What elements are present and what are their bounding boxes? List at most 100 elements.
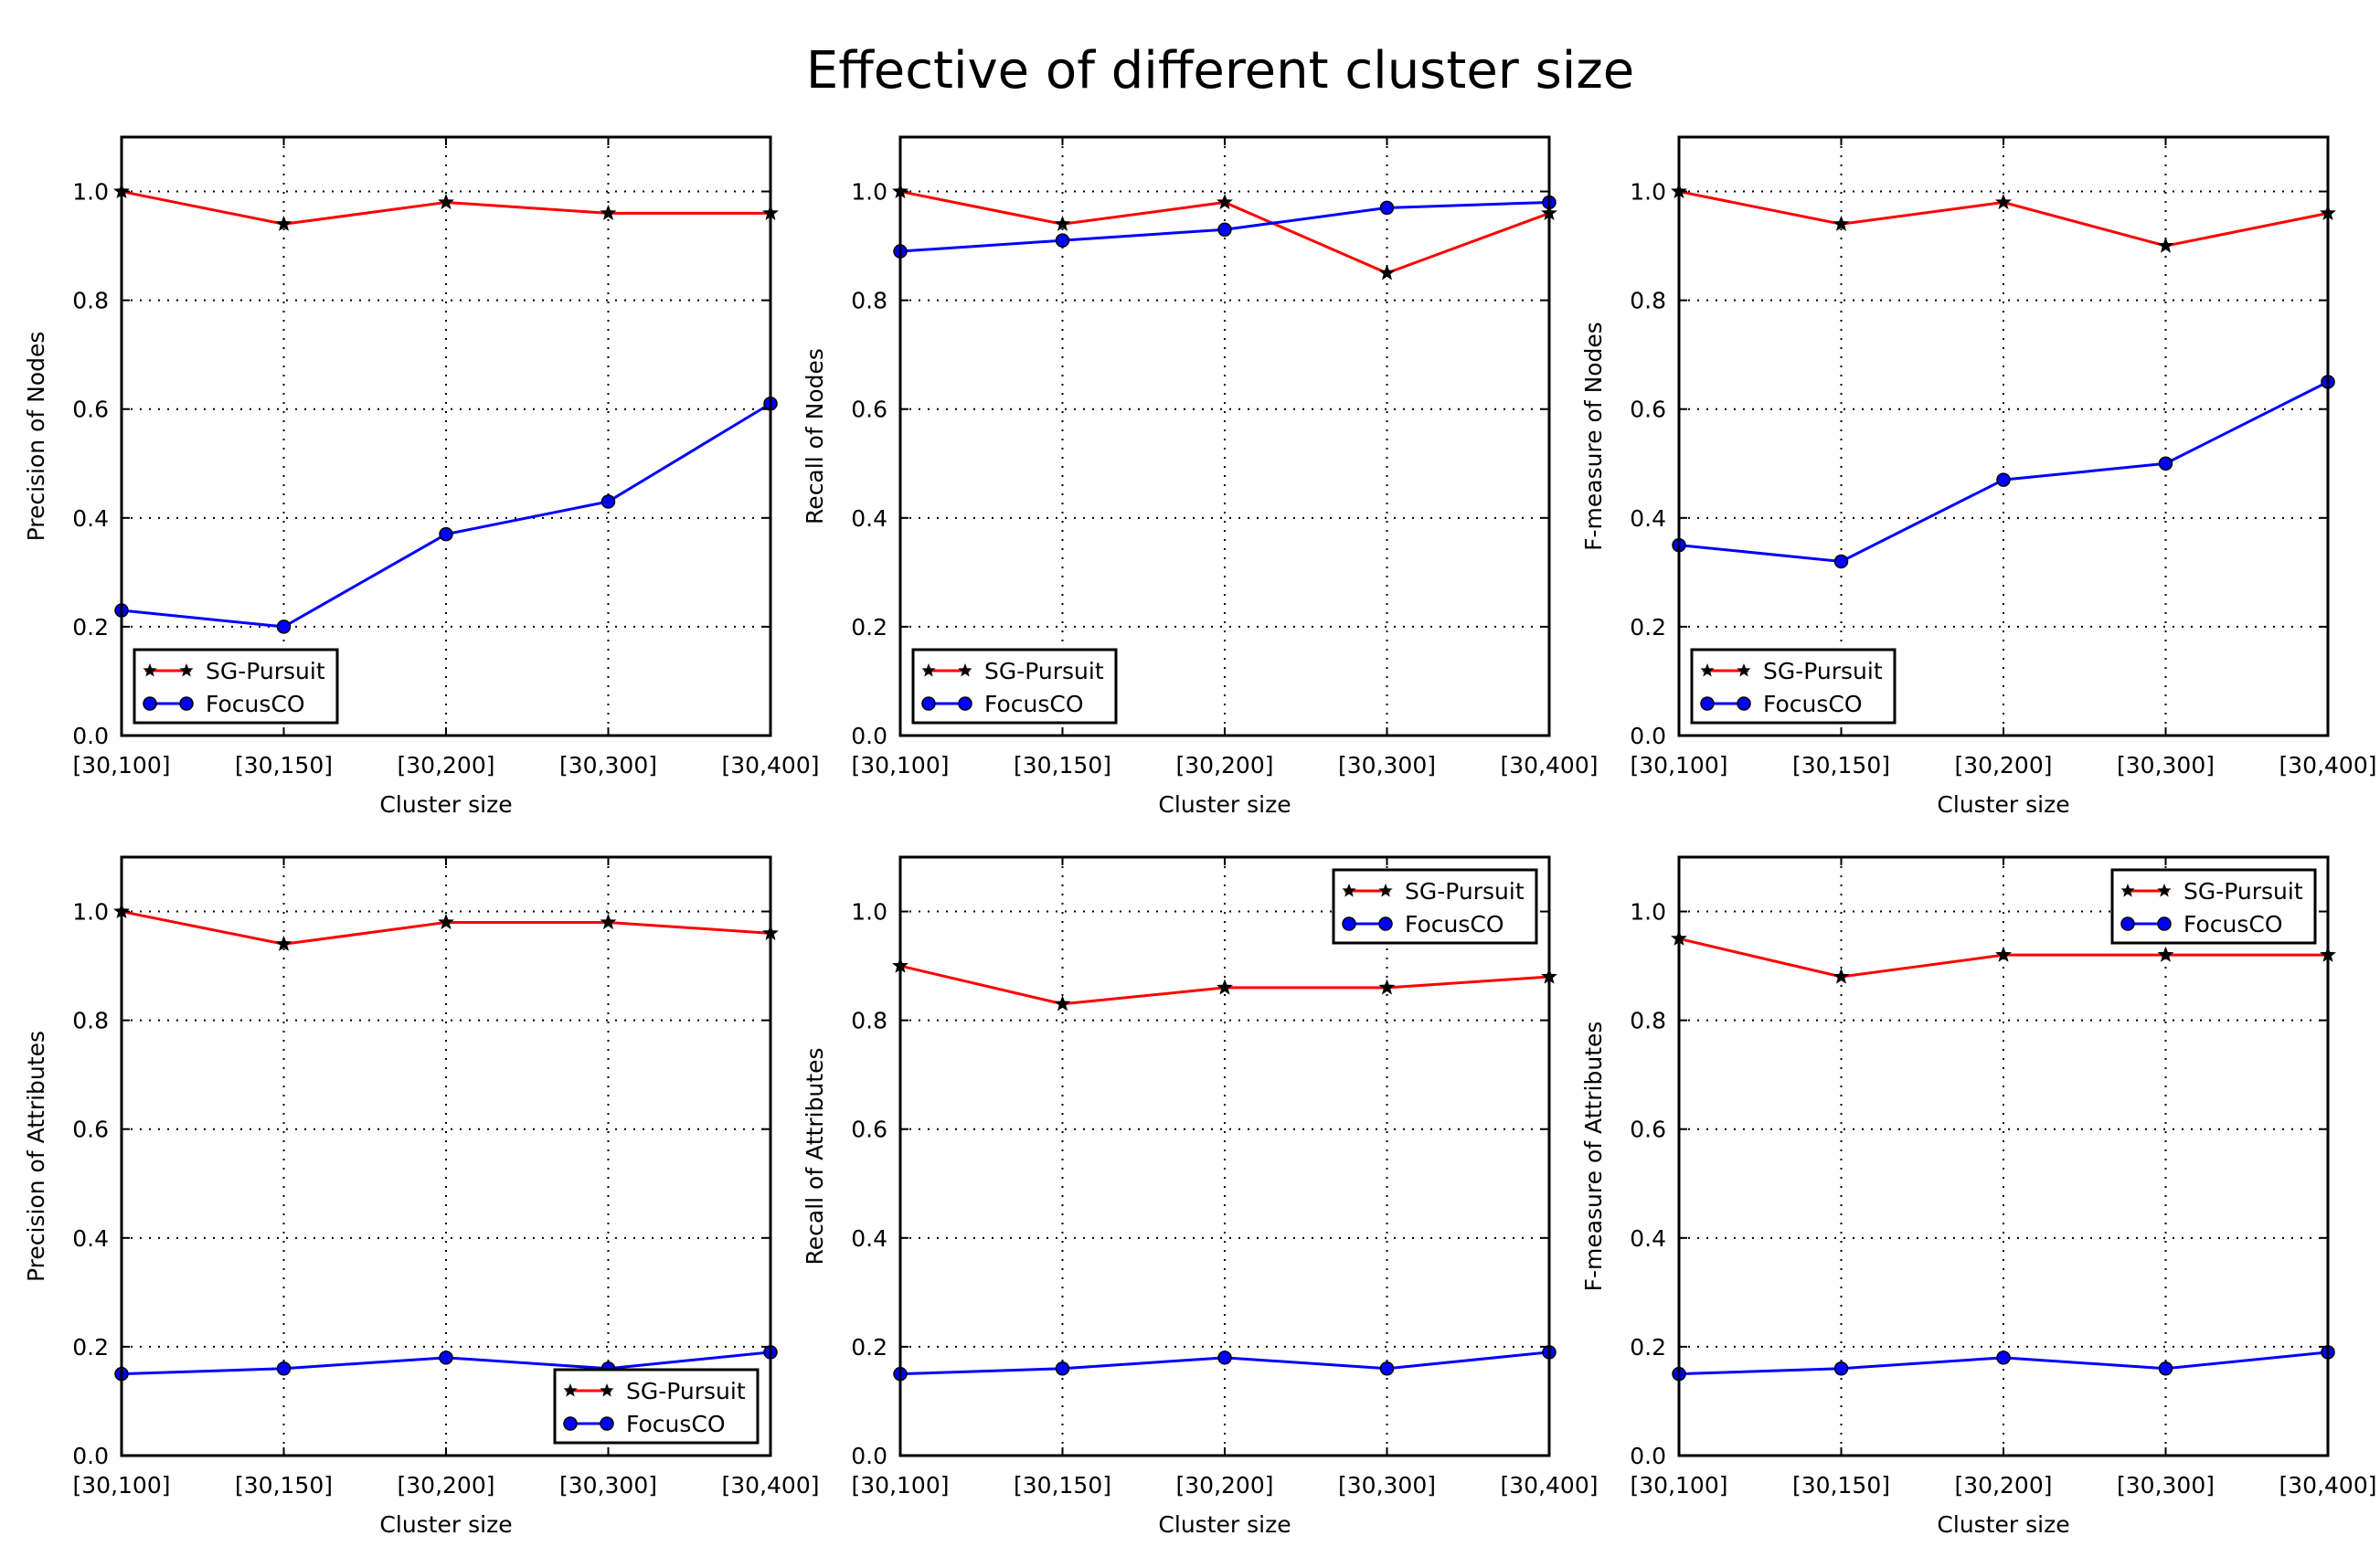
legend: SG-Pursuit FocusCO xyxy=(1690,648,1897,725)
x-tick-label: [30,200] xyxy=(1176,1472,1274,1499)
y-tick-label: 0.8 xyxy=(851,1008,887,1034)
y-tick-label: 0.6 xyxy=(851,397,887,423)
marker-sg-pursuit-4-1 xyxy=(1054,995,1071,1012)
x-tick-label: [30,400] xyxy=(722,752,820,778)
legend-label: SG-Pursuit xyxy=(626,1378,746,1404)
marker-sg-pursuit-1-1 xyxy=(1054,215,1071,231)
x-tick-label: [30,200] xyxy=(1955,752,2053,778)
y-tick-label: 0.2 xyxy=(72,1334,109,1361)
marker-focusco-1-1 xyxy=(1055,233,1070,248)
subplot-2: [30,100] [30,150] [30,200] [30,300] [30,400]… xyxy=(802,135,1599,818)
marker-sg-pursuit-1-3 xyxy=(1378,264,1396,281)
x-tick-label: [30,150] xyxy=(1792,1472,1890,1499)
x-tick-label: [30,300] xyxy=(1338,752,1436,778)
legend: SG-Pursuit FocusCO xyxy=(133,648,339,725)
x-tick-label: [30,400] xyxy=(722,1472,820,1499)
y-tick-label: 0.0 xyxy=(1630,1443,1666,1469)
y-tick-label: 0.6 xyxy=(851,1117,887,1143)
x-tick-label: [30,400] xyxy=(1501,752,1599,778)
x-axis-label: Cluster size xyxy=(1937,1511,2069,1538)
y-tick-label: 1.0 xyxy=(72,179,109,206)
y-tick-label: 0.6 xyxy=(1630,397,1666,423)
marker-sg-pursuit-4-2 xyxy=(1217,979,1233,995)
legend: SG-Pursuit FocusCO xyxy=(2110,868,2317,945)
y-axis-label: Precision of Nodes xyxy=(23,332,49,542)
legend-marker-circle-icon xyxy=(2120,916,2135,931)
marker-sg-pursuit-1-2 xyxy=(1217,194,1233,210)
subplot-6: [30,100] [30,150] [30,200] [30,300] [30,400]… xyxy=(1580,855,2376,1538)
legend: SG-Pursuit FocusCO xyxy=(911,648,1118,725)
x-tick-label: [30,300] xyxy=(1338,1472,1436,1499)
y-axis-label: Precision of Attributes xyxy=(23,1031,49,1282)
x-tick-label: [30,100] xyxy=(73,1472,171,1499)
legend-marker-circle-icon xyxy=(179,696,194,711)
y-tick-label: 0.0 xyxy=(1630,723,1666,749)
subplot-4: [30,100] [30,150] [30,200] [30,300] [30,400]… xyxy=(23,855,820,1538)
x-tick-label: [30,150] xyxy=(235,1472,333,1499)
legend-label: SG-Pursuit xyxy=(1405,878,1525,905)
x-tick-label: [30,200] xyxy=(398,752,495,778)
marker-sg-pursuit-0-1 xyxy=(275,215,292,231)
x-axis-label: Cluster size xyxy=(1158,791,1291,818)
y-tick-label: 0.8 xyxy=(72,1008,109,1034)
legend-marker-star-icon xyxy=(921,663,936,677)
y-tick-label: 0.2 xyxy=(72,614,109,641)
marker-focusco-0-1 xyxy=(276,620,292,634)
x-tick-label: [30,150] xyxy=(1792,752,1890,778)
legend-label: FocusCO xyxy=(626,1411,726,1437)
x-tick-label: [30,150] xyxy=(235,752,333,778)
legend-label: FocusCO xyxy=(206,691,305,717)
marker-sg-pursuit-5-2 xyxy=(1995,946,2012,962)
y-tick-label: 0.0 xyxy=(851,1443,887,1469)
legend: SG-Pursuit FocusCO xyxy=(553,1368,760,1445)
legend-marker-star-icon xyxy=(1737,663,1751,677)
marker-sg-pursuit-5-1 xyxy=(1833,968,1850,984)
marker-sg-pursuit-0-2 xyxy=(438,194,454,210)
legend-label: FocusCO xyxy=(1405,911,1504,937)
legend-marker-circle-icon xyxy=(143,696,157,711)
y-tick-label: 0.4 xyxy=(851,505,887,532)
x-tick-label: [30,300] xyxy=(2117,752,2215,778)
legend-marker-star-icon xyxy=(2120,884,2135,897)
y-tick-label: 0.4 xyxy=(72,1225,109,1252)
legend-marker-star-icon xyxy=(179,663,194,677)
x-tick-label: [30,100] xyxy=(1631,752,1728,778)
y-tick-label: 0.4 xyxy=(1630,1225,1666,1252)
subplot-5: [30,100] [30,150] [30,200] [30,300] [30,400]… xyxy=(802,855,1599,1538)
marker-focusco-1-2 xyxy=(1217,222,1232,237)
y-tick-label: 0.0 xyxy=(72,723,109,749)
marker-focusco-5-1 xyxy=(1833,1361,1849,1376)
legend-marker-star-icon xyxy=(1700,663,1715,677)
marker-sg-pursuit-2-3 xyxy=(2157,237,2174,253)
legend-marker-star-icon xyxy=(600,1383,614,1397)
legend-marker-circle-icon xyxy=(921,696,936,711)
subplot-3: [30,100] [30,150] [30,200] [30,300] [30,400]… xyxy=(1580,135,2377,818)
x-axis-label: Cluster size xyxy=(1158,1511,1291,1538)
x-tick-label: [30,100] xyxy=(1631,1472,1728,1499)
marker-sg-pursuit-2-1 xyxy=(1833,215,1850,231)
marker-focusco-2-3 xyxy=(2158,456,2173,471)
y-tick-label: 0.6 xyxy=(72,397,109,423)
x-tick-label: [30,200] xyxy=(1176,752,1274,778)
legend-label: FocusCO xyxy=(2183,911,2283,937)
y-axis-label: Recall of Nodes xyxy=(802,348,828,524)
legend-box xyxy=(1690,648,1897,725)
x-tick-label: [30,400] xyxy=(2279,752,2377,778)
y-tick-label: 0.4 xyxy=(1630,505,1666,532)
y-axis-label: Recall of Attributes xyxy=(802,1048,828,1266)
x-axis-label: Cluster size xyxy=(379,1511,512,1538)
x-tick-label: [30,300] xyxy=(559,1472,657,1499)
subplot-1: [30,100] [30,150] [30,200] [30,300] [30,400]… xyxy=(23,135,820,818)
y-tick-label: 0.8 xyxy=(1630,288,1666,314)
y-tick-label: 0.8 xyxy=(1630,1008,1666,1034)
legend: SG-Pursuit FocusCO xyxy=(1332,868,1538,945)
x-tick-label: [30,200] xyxy=(398,1472,495,1499)
y-tick-label: 0.2 xyxy=(1630,1334,1666,1361)
y-tick-label: 0.2 xyxy=(851,1334,887,1361)
y-tick-label: 0.8 xyxy=(851,288,887,314)
x-tick-label: [30,400] xyxy=(1501,1472,1599,1499)
legend-label: SG-Pursuit xyxy=(984,658,1104,684)
marker-focusco-5-3 xyxy=(2158,1361,2173,1376)
legend-label: FocusCO xyxy=(1763,691,1863,717)
